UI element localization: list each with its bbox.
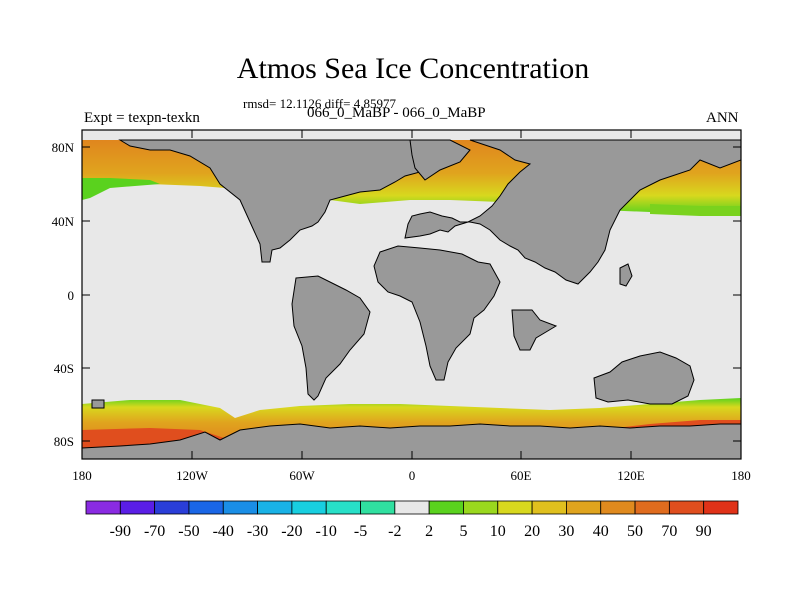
colorbar-label: -30 [247, 523, 268, 540]
experiment-label: Expt = texpn-texkn [84, 110, 200, 126]
lon-tick-label: 180 [72, 468, 92, 483]
colorbar: -90 -70 -50 -40 -30 -20 -10 -5 -2 2 5 10 20 30 40 50 70 9… [85, 500, 739, 540]
colorbar-swatch [85, 500, 121, 515]
colorbar-swatch [154, 500, 190, 515]
australia-land [593, 351, 695, 405]
lon-tick-label: 60E [511, 468, 532, 483]
colorbar-swatch [188, 500, 224, 515]
africa-land [373, 245, 501, 381]
colorbar-swatch [360, 500, 396, 515]
colorbar-label: -40 [213, 523, 234, 540]
colorbar-label: 20 [524, 523, 540, 540]
colorbar-label: -5 [354, 523, 367, 540]
colorbar-swatch [497, 500, 533, 515]
colorbar-swatch [394, 500, 430, 515]
colorbar-swatch [634, 500, 670, 515]
colorbar-swatch [119, 500, 156, 515]
colorbar-swatch [291, 500, 327, 515]
weddell-island-land [91, 399, 105, 409]
colorbar-label: 5 [459, 523, 467, 540]
colorbar-label: 50 [627, 523, 643, 540]
colorbar-swatch [600, 500, 636, 515]
colorbar-swatch [428, 500, 464, 515]
lat-tick-label: 80N [52, 140, 75, 155]
colorbar-label: 70 [661, 523, 677, 540]
antarctica-land [82, 423, 741, 459]
season-label: ANN [706, 110, 739, 126]
greenland-land [409, 139, 471, 181]
colorbar-swatch [257, 500, 293, 515]
lon-tick-label: 0 [409, 468, 416, 483]
colorbar-label: -2 [388, 523, 401, 540]
colorbar-swatch [566, 500, 602, 515]
lat-tick-label: 0 [68, 288, 75, 303]
south-america-land [291, 275, 371, 401]
colorbar-label: -50 [178, 523, 199, 540]
eurasia-land [404, 139, 741, 285]
axis-ticks: 80N 40N 0 40S 80S 180 120W 60W 0 60E 120E 180 [52, 130, 751, 483]
colorbar-label: -10 [316, 523, 337, 540]
colorbar-swatch [222, 500, 258, 515]
lon-tick-label: 120E [617, 468, 645, 483]
colorbar-label: 2 [425, 523, 433, 540]
lon-tick-label: 120W [176, 468, 209, 483]
colorbar-label: 10 [490, 523, 506, 540]
japan-land [619, 263, 633, 287]
colorbar-swatch [703, 500, 739, 515]
arctic-ice-green-fringe-east [650, 204, 741, 216]
arctic-ice-green-fringe [82, 178, 160, 200]
lat-tick-label: 80S [54, 434, 74, 449]
plot-title: Atmos Sea Ice Concentration [236, 52, 590, 85]
colorbar-label: -70 [144, 523, 165, 540]
colorbar-label: -90 [110, 523, 131, 540]
rmsd-diff-label: rmsd= 12.1126 diff= 4.85977 [243, 96, 396, 111]
colorbar-label: 90 [696, 523, 712, 540]
colorbar-label: 30 [558, 523, 574, 540]
colorbar-swatch [325, 500, 361, 515]
lat-tick-label: 40N [52, 214, 75, 229]
case-label: 066_0_MaBP - 066_0_MaBP [307, 105, 486, 121]
lat-tick-label: 40S [54, 361, 74, 376]
land-masses [82, 139, 741, 459]
colorbar-swatch [463, 500, 499, 515]
map-plot-area [82, 130, 741, 459]
colorbar-swatch [531, 500, 567, 515]
colorbar-swatch [668, 500, 705, 515]
india-land [511, 309, 558, 351]
north-america-land [118, 139, 442, 263]
lon-tick-label: 60W [289, 468, 315, 483]
colorbar-label: -20 [281, 523, 302, 540]
lon-tick-label: 180 [731, 468, 751, 483]
colorbar-label: 40 [593, 523, 609, 540]
